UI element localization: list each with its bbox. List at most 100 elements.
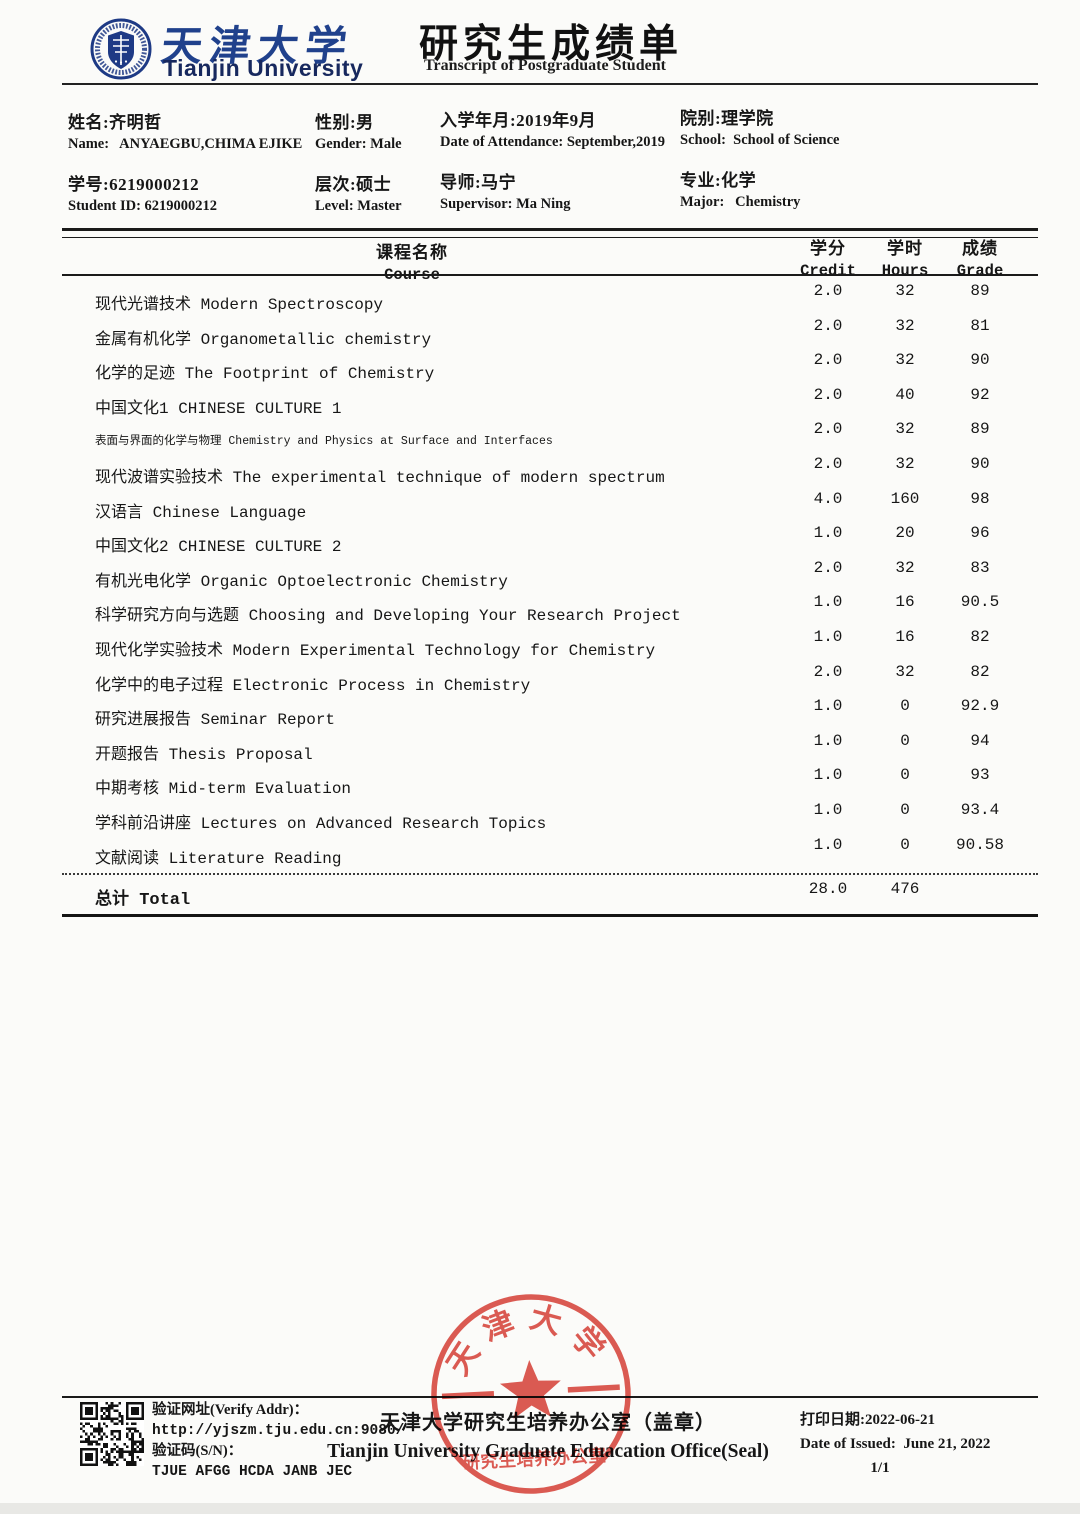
course-grade: 89	[970, 420, 990, 439]
table-row: 有机光电化学 Organic Optoelectronic Chemistry …	[62, 554, 1038, 591]
course-hours: 32	[895, 316, 915, 335]
date-of-issue-en: Date of Issued: June 21, 2022	[800, 1436, 991, 1452]
column-header-credit-cn: 学分	[810, 241, 846, 260]
document-title-english: Transcript of Postgraduate Student	[424, 57, 666, 74]
course-hours: 32	[895, 420, 915, 439]
course-name: 开题报告 Thesis Proposal	[95, 745, 313, 764]
table-row: 化学的足迹 The Footprint of Chemistry 2.0 32 …	[62, 346, 1038, 384]
table-row: 金属有机化学 Organometallic chemistry 2.0 32 8…	[62, 312, 1038, 349]
table-row: 现代化学实验技术 Modern Experimental Technology …	[62, 623, 1038, 660]
course-credit: 4.0	[813, 489, 843, 508]
table-row: 中国文化1 CHINESE CULTURE 1 2.0 40 92	[62, 381, 1038, 418]
course-grade: 90.5	[960, 593, 1000, 612]
course-credit: 1.0	[813, 731, 843, 750]
column-header-course: 课程名称 Course	[62, 238, 762, 284]
course-credit: 2.0	[813, 385, 843, 404]
field-major-cn: 专业:化学	[680, 171, 757, 190]
total-credit: 28.0	[808, 880, 848, 898]
field-supervisor-cn: 导师:马宁	[440, 173, 517, 192]
header-divider	[62, 83, 1038, 85]
course-hours: 0	[900, 800, 910, 819]
course-hours: 32	[895, 558, 915, 577]
table-row: 研究进展报告 Seminar Report 1.0 0 92.9	[62, 692, 1038, 730]
field-student-id-cn: 学号:6219000212	[68, 175, 200, 194]
issuing-office-cn: 天津大学研究生培养办公室（盖章）	[380, 1412, 716, 1434]
course-credit: 1.0	[813, 593, 843, 612]
course-credit: 2.0	[813, 454, 843, 473]
table-row: 现代光谱技术 Modern Spectroscopy 2.0 32 89	[62, 277, 1038, 314]
table-row: 开题报告 Thesis Proposal 1.0 0 94	[62, 727, 1038, 764]
field-supervisor: 导师:马宁 Supervisor: Ma Ning	[440, 168, 571, 213]
course-hours: 32	[895, 282, 915, 300]
field-school-en: School: School of Science	[680, 132, 840, 148]
page-number: 1/1	[870, 1460, 890, 1476]
course-hours: 0	[900, 766, 910, 785]
course-grade: 94	[970, 731, 990, 750]
issuing-office-block: 天津大学研究生培养办公室（盖章） Tianjin University Grad…	[308, 1406, 788, 1463]
course-name: 文献阅读 Literature Reading	[95, 849, 342, 868]
course-credit: 1.0	[813, 627, 843, 646]
course-hours: 32	[895, 454, 915, 473]
course-credit: 2.0	[813, 558, 843, 577]
table-bottom-rule	[62, 914, 1038, 917]
course-credit: 2.0	[813, 316, 843, 335]
course-grade: 98	[970, 489, 990, 508]
course-name: 现代化学实验技术 Modern Experimental Technology …	[95, 641, 656, 660]
course-name: 科学研究方向与选题 Choosing and Developing Your R…	[95, 607, 681, 626]
total-row: 总计 Total 28.0 476	[62, 876, 1038, 912]
course-name: 汉语言 Chinese Language	[95, 503, 307, 522]
course-credit: 1.0	[813, 524, 843, 543]
course-name: 中国文化2 CHINESE CULTURE 2	[95, 538, 342, 557]
seal-line-text: 研究生培养办公室	[462, 1445, 607, 1473]
table-row: 科学研究方向与选题 Choosing and Developing Your R…	[62, 588, 1038, 626]
course-credit: 2.0	[813, 282, 843, 300]
field-gender: 性别:男 Gender: Male	[315, 108, 402, 153]
course-name: 现代波谱实验技术 The experimental technique of m…	[95, 468, 665, 487]
field-supervisor-en: Supervisor: Ma Ning	[440, 196, 571, 212]
table-row: 化学中的电子过程 Electronic Process in Chemistry…	[62, 658, 1038, 695]
verify-url: http://yjszm.tju.edu.cn:9080/	[152, 1422, 405, 1439]
university-name-english: Tianjin University	[163, 55, 364, 81]
column-header-grade-cn: 成绩	[962, 241, 998, 260]
course-grade: 92	[970, 385, 990, 404]
table-header-rule	[62, 274, 1038, 276]
course-credit: 1.0	[813, 835, 843, 854]
course-hours: 16	[895, 593, 915, 612]
official-seal-stamp: 天津大学 研究生培养办公室	[431, 1294, 631, 1494]
verification-block: 验证网址(Verify Addr)： http://yjszm.tju.edu.…	[152, 1400, 404, 1482]
column-header-hours-cn: 学时	[887, 241, 923, 260]
course-name: 化学的足迹 The Footprint of Chemistry	[95, 365, 435, 384]
table-dotted-rule	[62, 873, 1038, 875]
sn-code: TJUE AFGG HCDA JANB JEC	[152, 1463, 353, 1480]
course-grade: 89	[970, 282, 990, 300]
field-gender-en: Gender: Male	[315, 136, 402, 152]
field-attendance-cn: 入学年月:2019年9月	[440, 111, 597, 130]
field-name: 姓名:齐明哲 Name: ANYAEGBU,CHIMA EJIKE	[68, 108, 302, 153]
table-row: 文献阅读 Literature Reading 1.0 0 90.58	[62, 831, 1038, 868]
course-credit: 1.0	[813, 766, 843, 785]
field-school: 院别:理学院 School: School of Science	[680, 104, 840, 149]
course-name: 中期考核 Mid-term Evaluation	[95, 780, 352, 799]
field-major: 专业:化学 Major: Chemistry	[680, 166, 800, 211]
course-grade: 82	[970, 662, 990, 681]
course-hours: 40	[895, 385, 915, 404]
course-credit: 2.0	[813, 420, 843, 439]
course-name: 学科前沿讲座 Lectures on Advanced Research Top…	[95, 814, 547, 833]
scan-bottom-edge	[0, 1503, 1080, 1514]
course-credit: 2.0	[813, 351, 843, 370]
issuing-office-en: Tianjin University Graduate Eduacation O…	[327, 1441, 769, 1462]
course-grade: 90	[970, 351, 990, 370]
total-label: 总计 Total	[95, 891, 191, 910]
course-hours: 32	[895, 351, 915, 370]
field-gender-cn: 性别:男	[315, 113, 374, 132]
table-row: 汉语言 Chinese Language 4.0 160 98	[62, 485, 1038, 522]
course-hours: 32	[895, 662, 915, 681]
university-logo-emblem-icon	[90, 18, 152, 80]
document-title-chinese: 研究生成绩单	[419, 23, 684, 66]
sn-label: 验证码(S/N)：	[152, 1443, 243, 1459]
footer-divider	[62, 1396, 1038, 1398]
field-level: 层次:硕士 Level: Master	[315, 170, 402, 215]
course-grade: 92.9	[960, 697, 1000, 716]
course-name: 研究进展报告 Seminar Report	[95, 711, 336, 730]
course-table: 课程名称 Course 学分 Credit 学时 Hours 成绩 Grade …	[62, 228, 1038, 928]
